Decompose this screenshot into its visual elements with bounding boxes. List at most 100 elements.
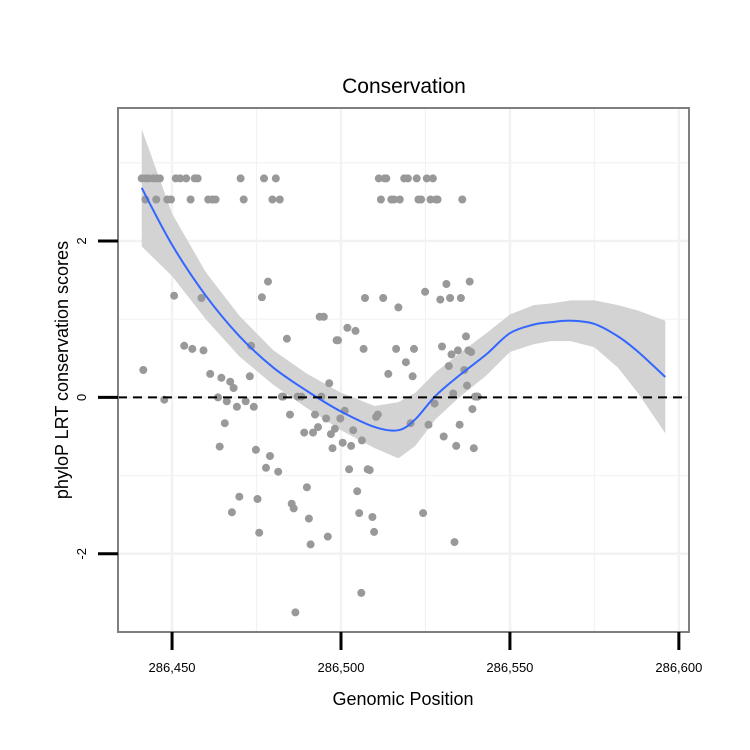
data-point: [239, 195, 248, 204]
data-point: [309, 428, 317, 437]
data-point: [266, 452, 274, 460]
data-point: [450, 538, 459, 547]
data-point: [253, 495, 262, 503]
data-point: [473, 392, 482, 401]
y-axis: -2 0 2: [74, 237, 118, 560]
data-point: [395, 195, 404, 204]
data-point: [186, 195, 195, 204]
data-point: [220, 419, 229, 428]
data-point: [447, 350, 456, 359]
data-point: [328, 444, 337, 453]
chart-title: Conservation: [342, 75, 466, 98]
data-point: [314, 423, 322, 432]
data-point: [370, 527, 379, 536]
data-point: [379, 294, 388, 302]
x-axis: 286,450 286,500 286,550 286,600: [149, 632, 702, 675]
data-point: [419, 509, 428, 518]
data-point: [182, 174, 191, 183]
data-point: [247, 341, 256, 350]
data-point: [260, 174, 268, 183]
data-point: [302, 483, 311, 492]
data-point: [403, 174, 412, 183]
data-point: [357, 588, 366, 597]
data-points: [137, 174, 482, 617]
data-point: [330, 424, 339, 433]
data-point: [274, 467, 283, 476]
data-point: [262, 463, 270, 472]
data-point: [357, 436, 366, 445]
data-point: [424, 420, 433, 429]
data-point: [421, 287, 430, 296]
data-point: [139, 366, 148, 374]
data-point: [268, 195, 277, 204]
data-point: [392, 344, 401, 353]
data-point: [167, 195, 175, 204]
data-point: [355, 509, 364, 518]
y-tick-label: -2: [74, 548, 89, 560]
data-point: [155, 174, 164, 183]
data-point: [245, 372, 254, 381]
data-point: [345, 465, 354, 474]
data-point: [439, 432, 448, 441]
data-point: [384, 369, 393, 378]
data-point: [188, 344, 197, 353]
data-point: [462, 332, 470, 341]
data-point: [428, 174, 437, 183]
smooth-line: [140, 187, 666, 432]
confidence-band-area: [141, 129, 666, 459]
data-point: [300, 428, 309, 437]
data-point: [456, 294, 465, 302]
data-point: [176, 174, 185, 183]
data-point: [365, 466, 374, 475]
data-point: [323, 532, 332, 541]
data-point: [249, 402, 258, 411]
x-tick-label: 286,550: [486, 660, 533, 675]
data-point: [469, 444, 478, 453]
x-tick-label: 286,600: [655, 660, 702, 675]
data-point: [349, 426, 358, 435]
data-point: [368, 513, 377, 521]
x-tick-label: 286,500: [317, 660, 364, 675]
data-point: [334, 336, 342, 345]
data-point: [390, 195, 398, 204]
data-point: [206, 369, 215, 378]
data-point: [236, 174, 245, 183]
data-point: [214, 393, 222, 402]
x-tick-label: 286,450: [149, 660, 196, 675]
data-point: [430, 399, 439, 408]
x-axis-title: Genomic Position: [332, 689, 473, 709]
y-axis-title: phyloP LRT conservation scores: [52, 241, 72, 499]
data-point: [304, 514, 313, 523]
confidence-band: [141, 129, 666, 459]
smooth-line-group: [140, 187, 666, 432]
data-point: [433, 195, 442, 204]
data-point: [410, 344, 418, 353]
panel-border: [117, 107, 690, 633]
data-point: [446, 294, 455, 302]
data-point: [452, 441, 461, 450]
data-point: [319, 312, 328, 321]
data-point: [286, 410, 294, 419]
data-point: [444, 362, 453, 371]
data-point: [347, 441, 356, 450]
data-point: [338, 438, 347, 447]
data-point: [336, 414, 345, 423]
data-point: [255, 528, 264, 537]
data-point: [235, 492, 244, 501]
data-point: [408, 372, 417, 381]
data-point: [374, 174, 383, 183]
data-point: [170, 291, 179, 300]
data-point: [289, 504, 298, 513]
data-point: [458, 195, 467, 204]
data-point: [197, 294, 206, 302]
data-point: [241, 397, 250, 406]
data-point: [275, 195, 284, 204]
data-point: [271, 174, 280, 183]
data-point: [222, 397, 231, 406]
data-point: [382, 174, 391, 183]
plot-panel: [117, 107, 690, 633]
data-point: [438, 342, 446, 351]
data-point: [217, 373, 226, 382]
data-point: [449, 389, 458, 398]
data-point: [199, 346, 208, 355]
